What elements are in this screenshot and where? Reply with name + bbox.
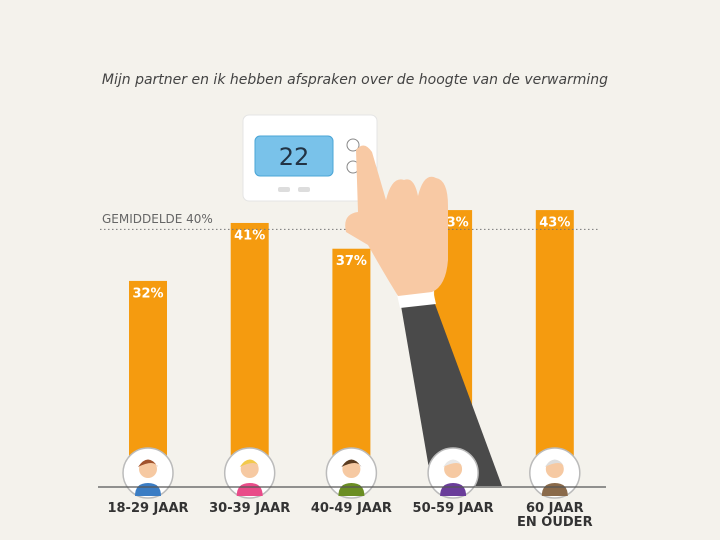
hand	[345, 145, 502, 486]
bars: 32%41%37%43% 43%GEMIDDELDE 40%	[100, 210, 598, 487]
x-tick-label: 60 JAAR EN OUDER	[517, 501, 593, 530]
thermostat: 22	[242, 114, 378, 202]
avatar-hair	[341, 459, 362, 467]
x-tick-label: 18-29 JAAR	[107, 501, 189, 516]
avatar-body	[541, 483, 568, 496]
x-tick-label: 50-59 JAAR	[412, 501, 494, 516]
chart-title: Mijn partner en ik hebben afspraken over…	[101, 72, 609, 88]
value-label: 43%	[539, 216, 570, 231]
bar	[230, 222, 269, 487]
avatar-hair	[544, 459, 565, 467]
x-tick-label: 30-39 JAAR	[209, 501, 291, 516]
x-tick-label: 40-49 JAAR	[310, 501, 392, 516]
avatar-body	[338, 483, 365, 496]
bar	[535, 210, 574, 487]
avatar-body	[440, 483, 467, 496]
avatar-body	[135, 483, 161, 496]
avatar-hair	[443, 459, 464, 467]
avatar-body	[236, 483, 263, 496]
thermostat-display: 22	[279, 143, 310, 171]
avatar-hair	[239, 459, 260, 467]
value-label: 37%	[336, 254, 367, 269]
reference-label: GEMIDDELDE 40%	[102, 212, 213, 226]
value-label: 32%	[132, 286, 163, 301]
avatar-hair	[138, 459, 158, 467]
avatars	[98, 447, 606, 499]
value-label: 41%	[234, 228, 265, 243]
